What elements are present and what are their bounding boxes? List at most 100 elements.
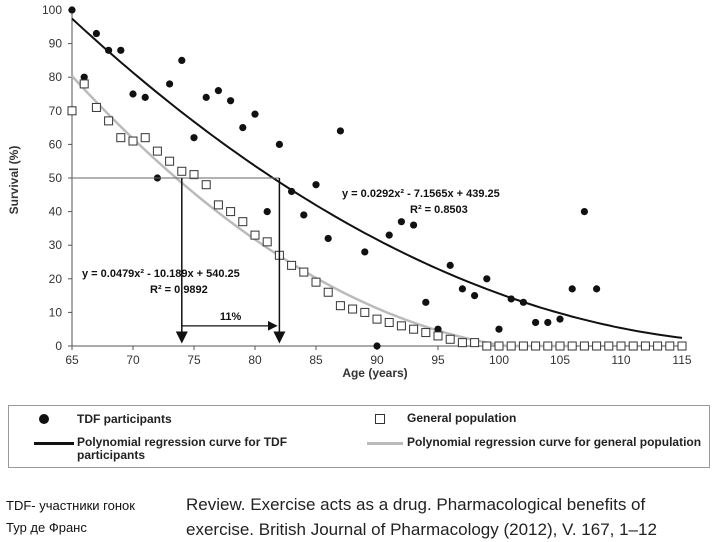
- x-tick-label: 70: [126, 353, 140, 367]
- data-points: [67, 6, 687, 351]
- legend-label-tdf: TDF participants: [77, 412, 172, 426]
- point-general: [91, 102, 101, 112]
- x-tick-label: 105: [550, 353, 570, 367]
- point-tdf: [251, 110, 259, 118]
- point-general: [531, 341, 541, 351]
- point-general: [348, 304, 358, 314]
- point-general: [604, 341, 614, 351]
- point-general: [384, 317, 394, 327]
- point-general: [262, 237, 272, 247]
- legend-label-general: General population: [407, 411, 517, 425]
- caption-citation: Review. Exercise acts as a drug. Pharmac…: [186, 492, 657, 542]
- point-general: [518, 341, 528, 351]
- legend-line-general: [367, 442, 403, 445]
- point-general: [506, 341, 516, 351]
- point-general: [640, 341, 650, 351]
- point-general: [579, 341, 589, 351]
- point-general: [250, 230, 260, 240]
- regression-curve-tdf: [71, 17, 683, 339]
- axes: 0 10 20 30 40 50 60 70 80 90 100 65 70 75 80 85 90 95 100 1…: [42, 3, 692, 367]
- point-general: [396, 321, 406, 331]
- point-general: [116, 133, 126, 143]
- point-tdf: [288, 187, 296, 196]
- point-general: [311, 277, 321, 287]
- legend-line-tdf: [34, 442, 74, 445]
- point-general: [140, 133, 150, 143]
- point-general: [409, 324, 419, 334]
- x-tick-label: 65: [65, 353, 79, 367]
- x-tick-label: 95: [431, 353, 445, 367]
- x-tick-label: 85: [309, 353, 323, 367]
- point-tdf: [105, 46, 113, 54]
- point-tdf: [227, 97, 235, 105]
- point-tdf: [202, 93, 210, 101]
- point-tdf: [471, 292, 479, 300]
- point-general: [653, 341, 663, 351]
- point-tdf: [178, 56, 186, 64]
- point-general: [628, 341, 638, 351]
- point-general: [299, 267, 309, 277]
- regression-curve-general: [71, 75, 577, 348]
- point-tdf: [141, 93, 149, 101]
- point-tdf: [458, 285, 466, 293]
- point-tdf: [532, 318, 540, 327]
- point-tdf: [593, 285, 601, 293]
- legend-marker-general: [375, 414, 385, 424]
- point-tdf: [361, 248, 369, 256]
- point-tdf: [507, 295, 515, 303]
- point-tdf: [556, 315, 564, 323]
- point-tdf: [397, 218, 405, 226]
- point-general: [213, 200, 223, 210]
- x-tick-label: 80: [248, 353, 262, 367]
- caption-left-line2: Тур де Франс: [6, 520, 87, 535]
- point-tdf: [80, 73, 88, 81]
- equation-general: y = 0.0479x² - 10.189x + 540.25: [82, 268, 240, 280]
- point-general: [79, 79, 89, 89]
- point-tdf: [410, 221, 418, 229]
- equation-tdf: y = 0.0292x² - 7.1565x + 439.25: [342, 188, 500, 200]
- y-tick-label: 90: [49, 37, 63, 51]
- point-general: [555, 341, 565, 351]
- caption-left: TDF- участники гонок Тур де Франс: [6, 495, 135, 539]
- y-tick-label: 60: [49, 137, 63, 151]
- caption-left-line1: TDF- участники гонок: [6, 498, 135, 513]
- point-tdf: [275, 140, 283, 148]
- y-tick-label: 50: [49, 171, 63, 185]
- point-tdf: [373, 342, 381, 350]
- point-tdf: [68, 6, 76, 14]
- point-general: [372, 314, 382, 324]
- point-tdf: [312, 181, 320, 189]
- point-general: [104, 116, 114, 126]
- point-general: [360, 307, 370, 317]
- y-tick-label: 100: [42, 3, 62, 17]
- point-tdf: [239, 124, 247, 132]
- point-general: [165, 156, 175, 166]
- y-tick-label: 20: [49, 272, 63, 286]
- point-tdf: [422, 298, 430, 306]
- point-general: [616, 341, 626, 351]
- point-tdf: [117, 46, 125, 54]
- point-tdf: [166, 80, 174, 88]
- point-general: [226, 207, 236, 217]
- point-general: [567, 341, 577, 351]
- point-general: [457, 338, 467, 348]
- point-general: [543, 341, 553, 351]
- point-tdf: [580, 208, 589, 216]
- x-tick-label: 75: [187, 353, 201, 367]
- point-general: [201, 180, 211, 190]
- point-general: [677, 341, 687, 351]
- point-general: [665, 341, 675, 351]
- point-general: [323, 287, 333, 297]
- point-general: [494, 341, 504, 351]
- x-tick-label: 115: [672, 353, 691, 367]
- point-tdf: [385, 231, 393, 239]
- legend: TDF participants General population Poly…: [8, 405, 710, 468]
- point-general: [189, 170, 199, 180]
- caption-citation-line2: exercise. British Journal of Pharmacolog…: [186, 520, 657, 539]
- y-axis-label: Survival (%): [7, 146, 21, 215]
- y-tick-label: 30: [49, 238, 63, 252]
- legend-marker-tdf: [39, 414, 49, 424]
- point-tdf: [495, 325, 503, 333]
- point-general: [128, 136, 138, 146]
- point-general: [287, 260, 297, 270]
